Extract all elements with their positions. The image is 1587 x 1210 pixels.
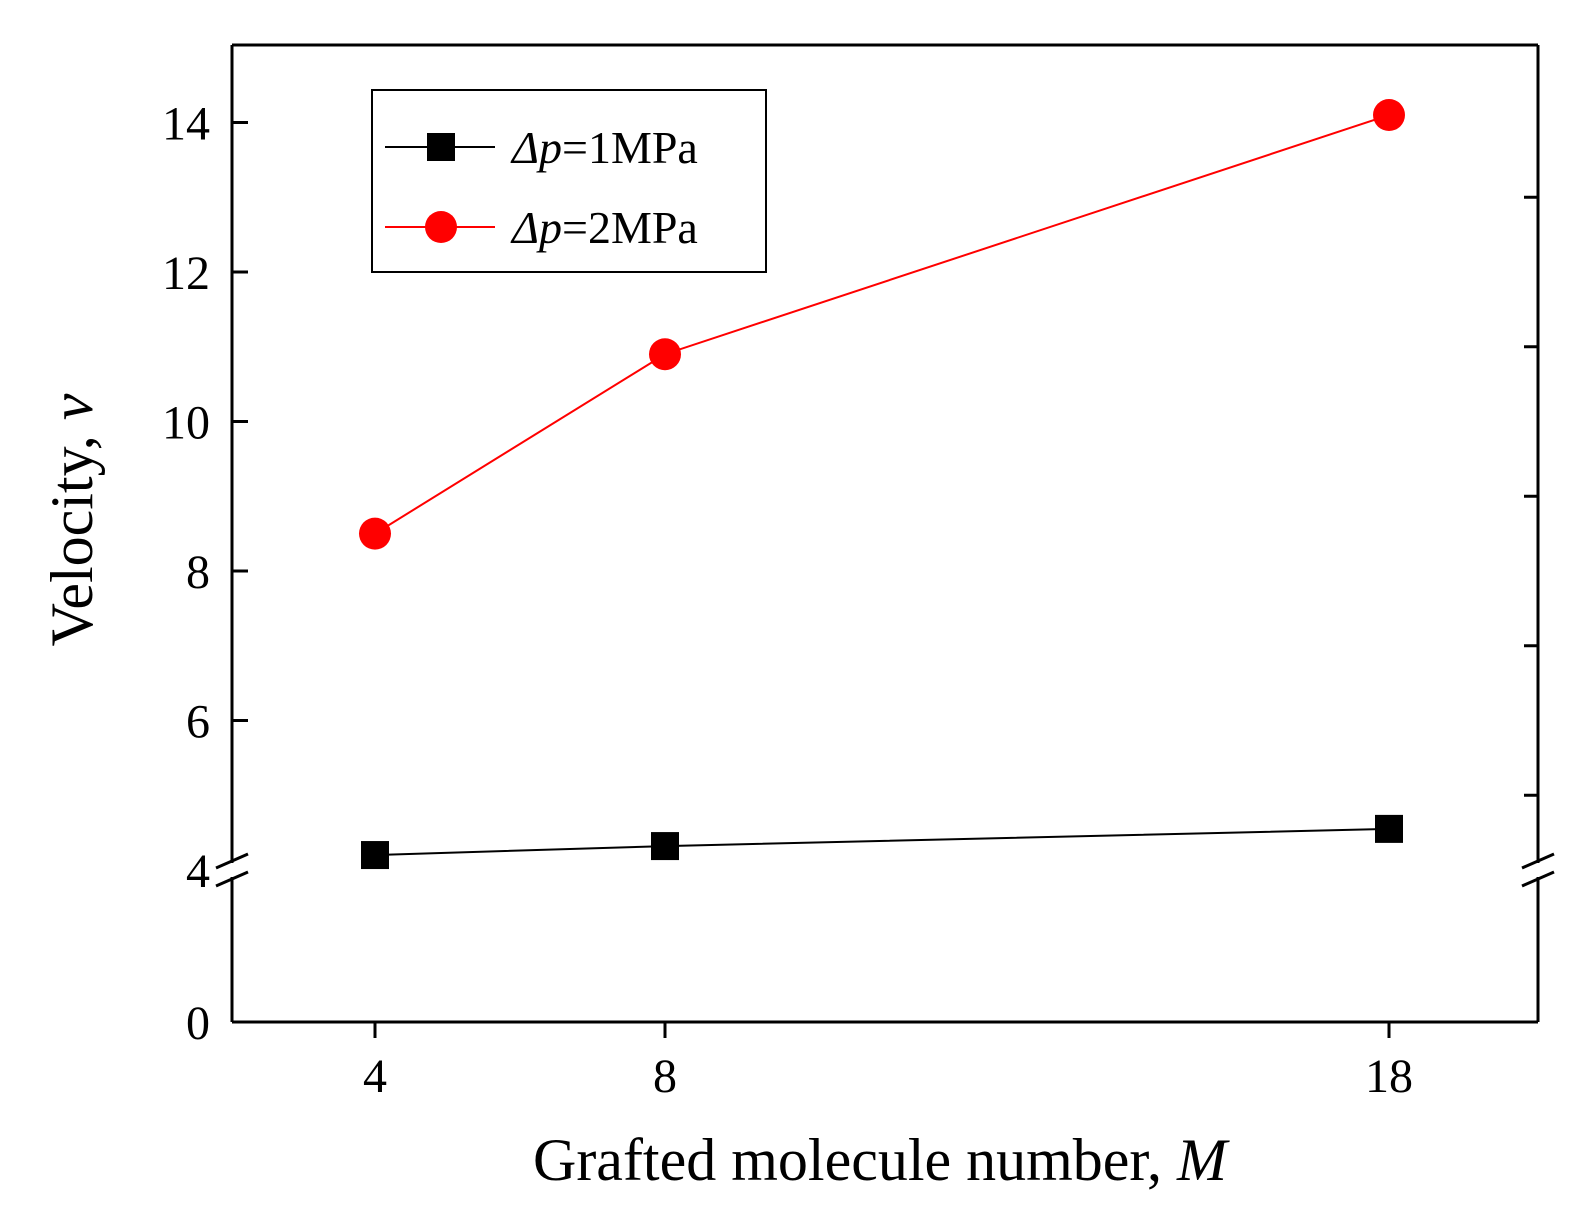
legend-label-series-1: Δp=1MPa	[510, 122, 698, 173]
plot-area	[215, 43, 1555, 1024]
legend-label-series-2: Δp=2MPa	[510, 202, 698, 253]
y-tick-label: 14	[162, 98, 210, 151]
y-tick-label: 10	[162, 397, 210, 450]
y-tick-label: 0	[186, 997, 210, 1050]
x-axis-title: Grafted molecule number, M	[533, 1127, 1230, 1193]
x-tick-label: 8	[653, 1050, 677, 1103]
axis-ticks: 0 4 6 8 10 12 14 4 8 18	[162, 98, 1538, 1103]
data-point-circle	[1373, 99, 1405, 132]
x-tick-label: 18	[1365, 1050, 1413, 1103]
y-tick-label: 12	[162, 247, 210, 300]
data-point-circle	[649, 338, 681, 371]
data-point-square	[361, 841, 389, 870]
data-point-square	[1375, 814, 1403, 843]
data-point-circle	[359, 517, 391, 550]
axis-break-mark-left-2	[215, 870, 249, 888]
series-layer	[359, 99, 1405, 870]
legend-marker-series-1	[427, 133, 455, 161]
data-point-square	[651, 832, 679, 861]
legend: Δp=1MPa Δp=2MPa	[371, 89, 767, 273]
y-axis-title: Velocity, v	[39, 393, 105, 646]
axis-break-mark-right-1	[1521, 852, 1555, 870]
series-line-1	[374, 827, 1390, 857]
y-tick-label: 4	[186, 845, 210, 898]
y-tick-label: 8	[186, 546, 210, 599]
axis-break-mark-right-2	[1521, 870, 1555, 888]
legend-marker-series-2	[425, 211, 457, 243]
x-tick-label: 4	[363, 1050, 387, 1103]
y-tick-label: 6	[186, 696, 210, 749]
axis-break-mark-left-1	[215, 852, 249, 870]
